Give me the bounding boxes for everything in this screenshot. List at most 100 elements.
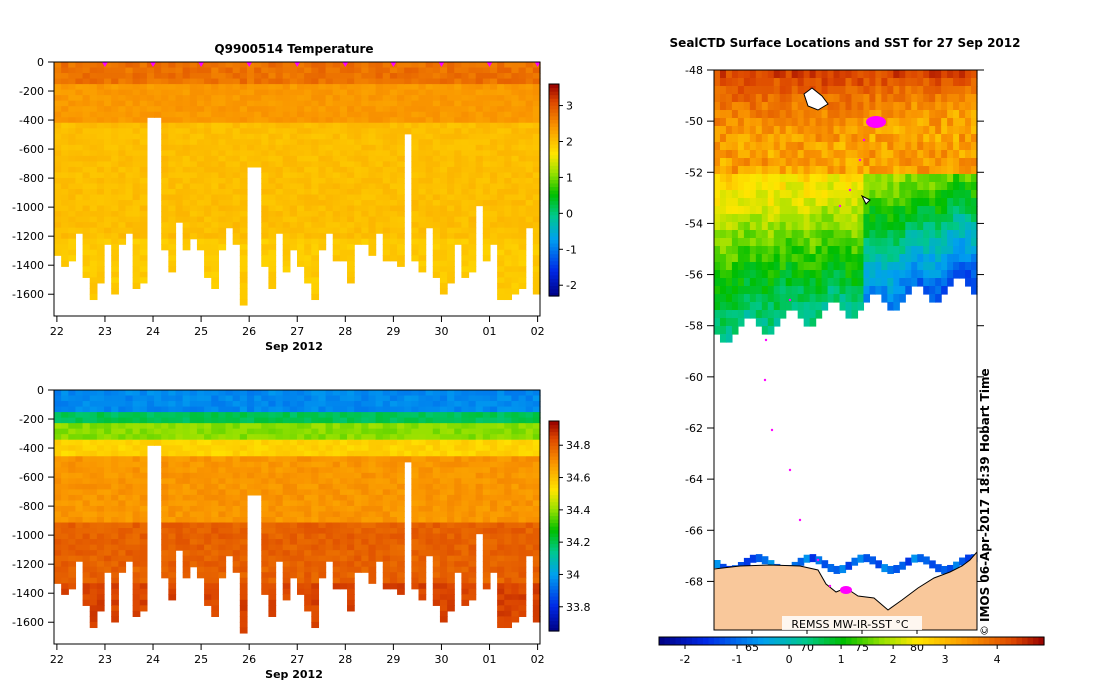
section-cell <box>96 572 105 579</box>
section-cell <box>482 583 491 590</box>
section-cell <box>204 566 212 573</box>
section-cell <box>75 216 84 223</box>
section-cell <box>96 489 105 496</box>
section-cell <box>354 395 362 402</box>
section-cell <box>297 522 305 529</box>
section-cell <box>282 144 291 151</box>
section-cell <box>475 483 484 490</box>
section-cell <box>297 122 305 129</box>
y-tick-label: -600 <box>19 471 44 484</box>
section-cell <box>211 517 219 524</box>
section-cell <box>454 133 462 140</box>
section-cell <box>168 550 177 557</box>
section-cell <box>182 539 191 546</box>
section-cell <box>96 244 105 251</box>
section-cell <box>68 194 77 201</box>
section-cell <box>132 233 141 240</box>
section-cell <box>368 550 377 557</box>
section-cell <box>239 572 248 579</box>
section-cell <box>525 439 534 446</box>
section-cell <box>139 73 148 80</box>
section-cell <box>375 111 384 118</box>
section-cell <box>118 211 127 218</box>
section-cell <box>518 222 527 229</box>
section-cell <box>511 489 520 496</box>
section-cell <box>268 139 277 146</box>
section-cell <box>447 445 455 452</box>
section-cell <box>411 445 420 452</box>
section-cell <box>497 401 505 408</box>
colorbar-cell <box>549 211 559 216</box>
section-cell <box>297 445 305 452</box>
section-cell <box>504 249 513 256</box>
section-cell <box>261 238 270 245</box>
colorbar-cell <box>549 165 559 170</box>
section-cell <box>318 522 327 529</box>
section-cell <box>96 117 105 124</box>
section-cell <box>382 100 391 107</box>
section-cell <box>261 544 270 551</box>
section-cell <box>304 139 312 146</box>
section-cell <box>125 211 134 218</box>
section-cell <box>525 472 534 479</box>
section-cell <box>132 483 141 490</box>
section-cell <box>61 406 69 413</box>
section-cell <box>268 266 277 273</box>
section-cell <box>132 150 141 157</box>
section-cell <box>311 238 320 245</box>
section-cell <box>268 588 277 595</box>
section-cell <box>504 238 513 245</box>
section-cell <box>397 511 405 518</box>
section-cell <box>525 117 534 124</box>
section-cell <box>268 144 277 151</box>
colorbar-cell <box>549 179 559 184</box>
section-cell <box>289 522 298 529</box>
section-cell <box>447 406 455 413</box>
section-cell <box>75 62 84 69</box>
section-cell <box>468 434 477 441</box>
section-cell <box>318 423 327 430</box>
section-cell <box>196 522 205 529</box>
section-cell <box>439 249 448 256</box>
section-cell <box>347 555 355 562</box>
section-cell <box>297 216 305 223</box>
section-cell <box>361 233 370 240</box>
section-cell <box>532 555 541 562</box>
section-cell <box>239 122 248 129</box>
section-cell <box>282 227 291 234</box>
section-cell <box>518 533 527 540</box>
section-cell <box>389 106 398 113</box>
section-cell <box>96 128 105 135</box>
section-cell <box>268 277 277 284</box>
section-cell <box>61 227 69 234</box>
section-cell <box>497 566 505 573</box>
section-cell <box>254 161 262 168</box>
section-cell <box>504 572 513 579</box>
section-cell <box>246 84 255 91</box>
section-cell <box>254 395 262 402</box>
section-cell <box>282 555 291 562</box>
section-cell <box>232 401 241 408</box>
section-cell <box>68 456 77 463</box>
section-cell <box>325 183 334 190</box>
section-cell <box>518 395 527 402</box>
section-cell <box>432 100 441 107</box>
section-cell <box>504 450 513 457</box>
section-cell <box>347 277 355 284</box>
section-cell <box>104 533 112 540</box>
section-cell <box>211 222 219 229</box>
section-cell <box>447 95 455 102</box>
colorbar-cell <box>549 508 559 513</box>
section-cell <box>497 522 505 529</box>
section-cell <box>232 533 241 540</box>
section-cell <box>89 189 98 196</box>
section-cell <box>497 172 505 179</box>
section-cell <box>282 233 291 240</box>
sst-map-title: SealCTD Surface Locations and SST for 27… <box>670 36 1021 50</box>
section-cell <box>397 73 405 80</box>
section-cell <box>432 139 441 146</box>
section-cell <box>489 216 498 223</box>
section-cell <box>125 100 134 107</box>
section-cell <box>489 133 498 140</box>
